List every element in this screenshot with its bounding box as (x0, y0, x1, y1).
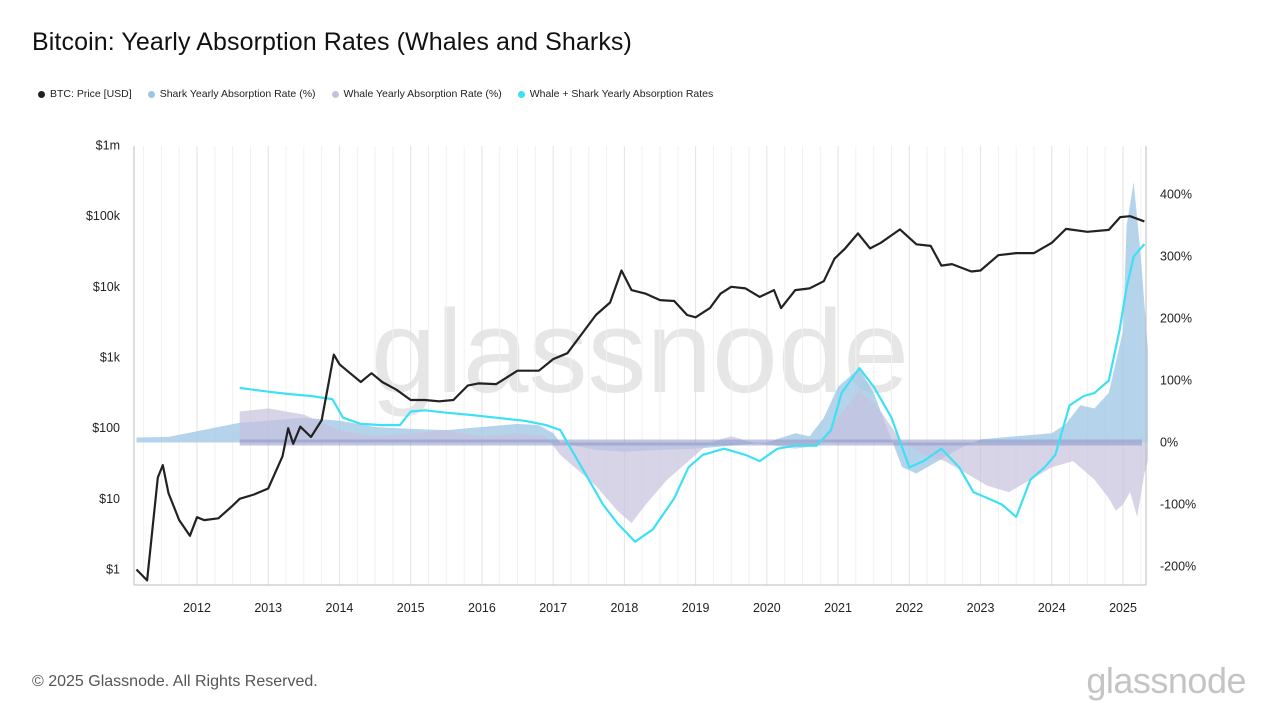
y-left-tick-label: $1 (106, 563, 120, 577)
x-tick-label: 2012 (183, 601, 211, 615)
x-tick-label: 2019 (682, 601, 710, 615)
y-left-tick-label: $1k (100, 351, 121, 365)
x-tick-label: 2023 (967, 601, 995, 615)
x-tick-label: 2017 (539, 601, 567, 615)
legend-item-combined-rate[interactable]: Whale + Shark Yearly Absorption Rates (517, 88, 714, 100)
chart-title: Bitcoin: Yearly Absorption Rates (Whales… (32, 28, 632, 56)
y-left-tick-label: $100 (92, 421, 120, 435)
x-tick-label: 2022 (895, 601, 923, 615)
x-tick-label: 2020 (753, 601, 781, 615)
y-left-tick-label: $10k (93, 280, 121, 294)
line-series (135, 215, 1146, 582)
y-left-tick-label: $1m (96, 139, 120, 153)
brand-logo: glassnode (1086, 660, 1246, 701)
chart-legend: BTC: Price [USD] Shark Yearly Absorption… (38, 88, 713, 100)
y-right-tick-label: 400% (1160, 188, 1192, 202)
y-right-tick-label: -100% (1160, 498, 1196, 512)
legend-item-shark-rate[interactable]: Shark Yearly Absorption Rate (%) (147, 88, 316, 100)
legend-item-whale-rate[interactable]: Whale Yearly Absorption Rate (%) (331, 88, 502, 100)
x-tick-label: 2018 (610, 601, 638, 615)
x-tick-label: 2025 (1109, 601, 1137, 615)
whale-absorption-area (239, 389, 1148, 524)
copyright-text: © 2025 Glassnode. All Rights Reserved. (32, 673, 318, 690)
x-tick-label: 2013 (254, 601, 282, 615)
combined-absorption-line (239, 243, 1146, 543)
x-tick-label: 2015 (397, 601, 425, 615)
area-series (136, 182, 1148, 524)
legend-item-btc-price[interactable]: BTC: Price [USD] (38, 88, 132, 100)
legend-dot-combined-rate-icon (517, 90, 525, 98)
btc-price-line (135, 215, 1145, 582)
y-right-tick-label: 300% (1160, 250, 1192, 264)
legend-label-btc-price: BTC: Price [USD] (50, 88, 132, 100)
y-right-tick-label: 100% (1160, 374, 1192, 388)
grid-lines (143, 146, 1142, 585)
legend-dot-btc-price-icon (38, 90, 45, 98)
y-right-tick-label: 0% (1160, 436, 1178, 450)
x-tick-label: 2024 (1038, 601, 1066, 615)
x-tick-label: 2021 (824, 601, 852, 615)
legend-label-combined-rate: Whale + Shark Yearly Absorption Rates (529, 88, 714, 100)
legend-dot-shark-rate-icon (147, 90, 155, 98)
y-left-tick-label: $100k (86, 209, 121, 223)
y-right-tick-label: -200% (1160, 560, 1196, 574)
legend-label-shark-rate: Shark Yearly Absorption Rate (%) (159, 88, 316, 100)
axes: 2012 2013 2014 2015 2016 2017 2018 2019 2020 2021… (86, 139, 1196, 616)
legend-label-whale-rate: Whale Yearly Absorption Rate (%) (343, 88, 502, 100)
x-tick-label: 2016 (468, 601, 496, 615)
x-tick-label: 2014 (326, 601, 354, 615)
legend-dot-whale-rate-icon (331, 90, 339, 98)
y-right-tick-label: 200% (1160, 312, 1192, 326)
y-left-tick-label: $10 (99, 492, 120, 506)
watermark-text: glassnode (371, 286, 909, 418)
